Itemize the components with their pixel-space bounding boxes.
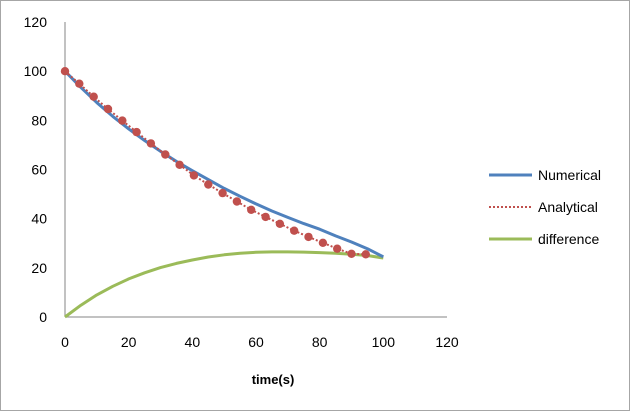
analytical-point (60, 67, 70, 76)
analytical-point (218, 188, 227, 198)
analytical-point (290, 226, 299, 235)
y-tick-label: 100 (24, 63, 48, 79)
analytical-point (75, 79, 84, 88)
analytical-point (232, 197, 242, 206)
x-tick-label: 120 (435, 334, 459, 350)
y-tick-label: 40 (31, 211, 47, 227)
analytical-point (161, 150, 170, 159)
plot-area (64, 22, 447, 318)
analytical-point (204, 180, 213, 189)
series-line-analytical (64, 70, 366, 256)
y-tick-label: 0 (39, 309, 47, 325)
analytical-point (361, 250, 370, 259)
x-tick-label: 80 (312, 334, 328, 350)
y-tick-label: 120 (24, 14, 48, 30)
y-tick-label: 20 (31, 260, 47, 276)
legend-entry-label: Analytical (538, 199, 598, 215)
tick-labels: 0 20 40 60 80 100 120 0 20 40 60 80 100 120 (24, 14, 459, 350)
series-line-numerical (63, 70, 384, 259)
analytical-point (103, 104, 113, 114)
analytical-point (318, 238, 328, 247)
analytical-point (175, 160, 184, 169)
legend-entry-label: difference (538, 231, 599, 247)
analytical-point (275, 219, 285, 228)
x-tick-label: 40 (185, 334, 201, 350)
analytical-point (146, 139, 156, 148)
analytical-point (89, 92, 98, 101)
x-tick-label: 20 (121, 334, 137, 350)
analytical-point (261, 212, 270, 222)
analytical-point (118, 116, 127, 125)
series (60, 67, 384, 319)
x-tick-label: 60 (248, 334, 264, 350)
y-tick-label: 60 (31, 162, 47, 178)
analytical-point (304, 232, 313, 242)
legend-entry-label: Numerical (538, 167, 601, 183)
analytical-point (347, 249, 356, 258)
analytical-point (189, 171, 199, 180)
y-tick-label: 80 (31, 112, 47, 128)
x-tick-label: 0 (61, 334, 69, 350)
analytical-point (132, 127, 141, 137)
x-axis-title: time(s) (252, 372, 295, 387)
x-tick-label: 100 (372, 334, 396, 350)
series-line-difference (64, 250, 384, 319)
analytical-point (247, 205, 256, 214)
analytical-point (333, 244, 342, 253)
legend: Numerical Analytical difference (489, 167, 601, 247)
